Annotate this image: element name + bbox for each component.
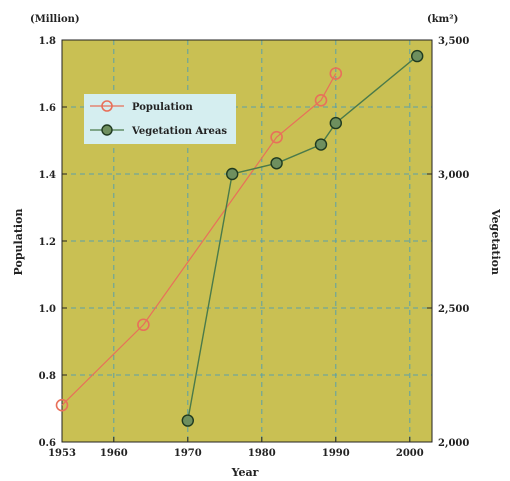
left-tick-label: 1.6 xyxy=(39,103,56,114)
left-tick-label: 1.0 xyxy=(39,304,56,315)
vegetation-areas-point xyxy=(181,414,195,427)
population-point xyxy=(137,318,150,332)
x-tick-label: 1970 xyxy=(174,448,202,459)
vegetation-areas-point xyxy=(225,167,239,181)
left-tick-label: 0.6 xyxy=(39,438,56,449)
left-axis-title: Population xyxy=(12,209,25,276)
x-tick-label: 1960 xyxy=(100,448,128,459)
vegetation-areas-point xyxy=(329,116,342,130)
left-tick-label: 1.4 xyxy=(39,170,56,181)
x-tick-label: 2000 xyxy=(396,448,424,459)
vegetation-areas-point xyxy=(411,49,424,63)
right-tick-label: 3,000 xyxy=(438,170,469,181)
population-point xyxy=(55,398,69,412)
right-tick-label: 2,000 xyxy=(438,438,469,449)
x-axis-title: Year xyxy=(231,466,259,479)
population-point xyxy=(329,67,343,80)
grid-lines xyxy=(62,40,432,442)
left-axis-unit: (Million) xyxy=(30,14,80,25)
population-line xyxy=(61,73,337,406)
legend-label: Vegetation Areas xyxy=(131,126,227,137)
population-point xyxy=(270,130,283,144)
population-point xyxy=(314,94,328,107)
axes: 1953 1960 1970 1980 1990 2000 0.6 0.8 1.0 1.2 1.4 1… xyxy=(39,36,470,459)
legend: Population Vegetation Areas xyxy=(84,94,236,144)
vegetation-areas-point xyxy=(270,157,283,170)
left-tick-label: 0.8 xyxy=(39,371,56,382)
x-tick-label: 1980 xyxy=(248,448,276,459)
left-tick-label: 1.2 xyxy=(39,237,56,248)
right-axis-title: Vegetation xyxy=(489,208,502,275)
vegetation-areas-point xyxy=(314,138,328,151)
series-layer xyxy=(55,49,424,427)
vegetation-areas-line xyxy=(187,55,418,421)
right-tick-label: 2,500 xyxy=(438,304,469,315)
x-tick-label: 1953 xyxy=(48,448,76,459)
right-axis-unit: (km²) xyxy=(427,14,458,25)
legend-marker xyxy=(101,100,113,112)
legend-label: Population xyxy=(132,102,194,113)
right-tick-label: 3,500 xyxy=(438,36,469,47)
legend-marker xyxy=(101,124,113,136)
x-tick-label: 1990 xyxy=(322,448,350,459)
left-tick-label: 1.8 xyxy=(39,36,56,47)
